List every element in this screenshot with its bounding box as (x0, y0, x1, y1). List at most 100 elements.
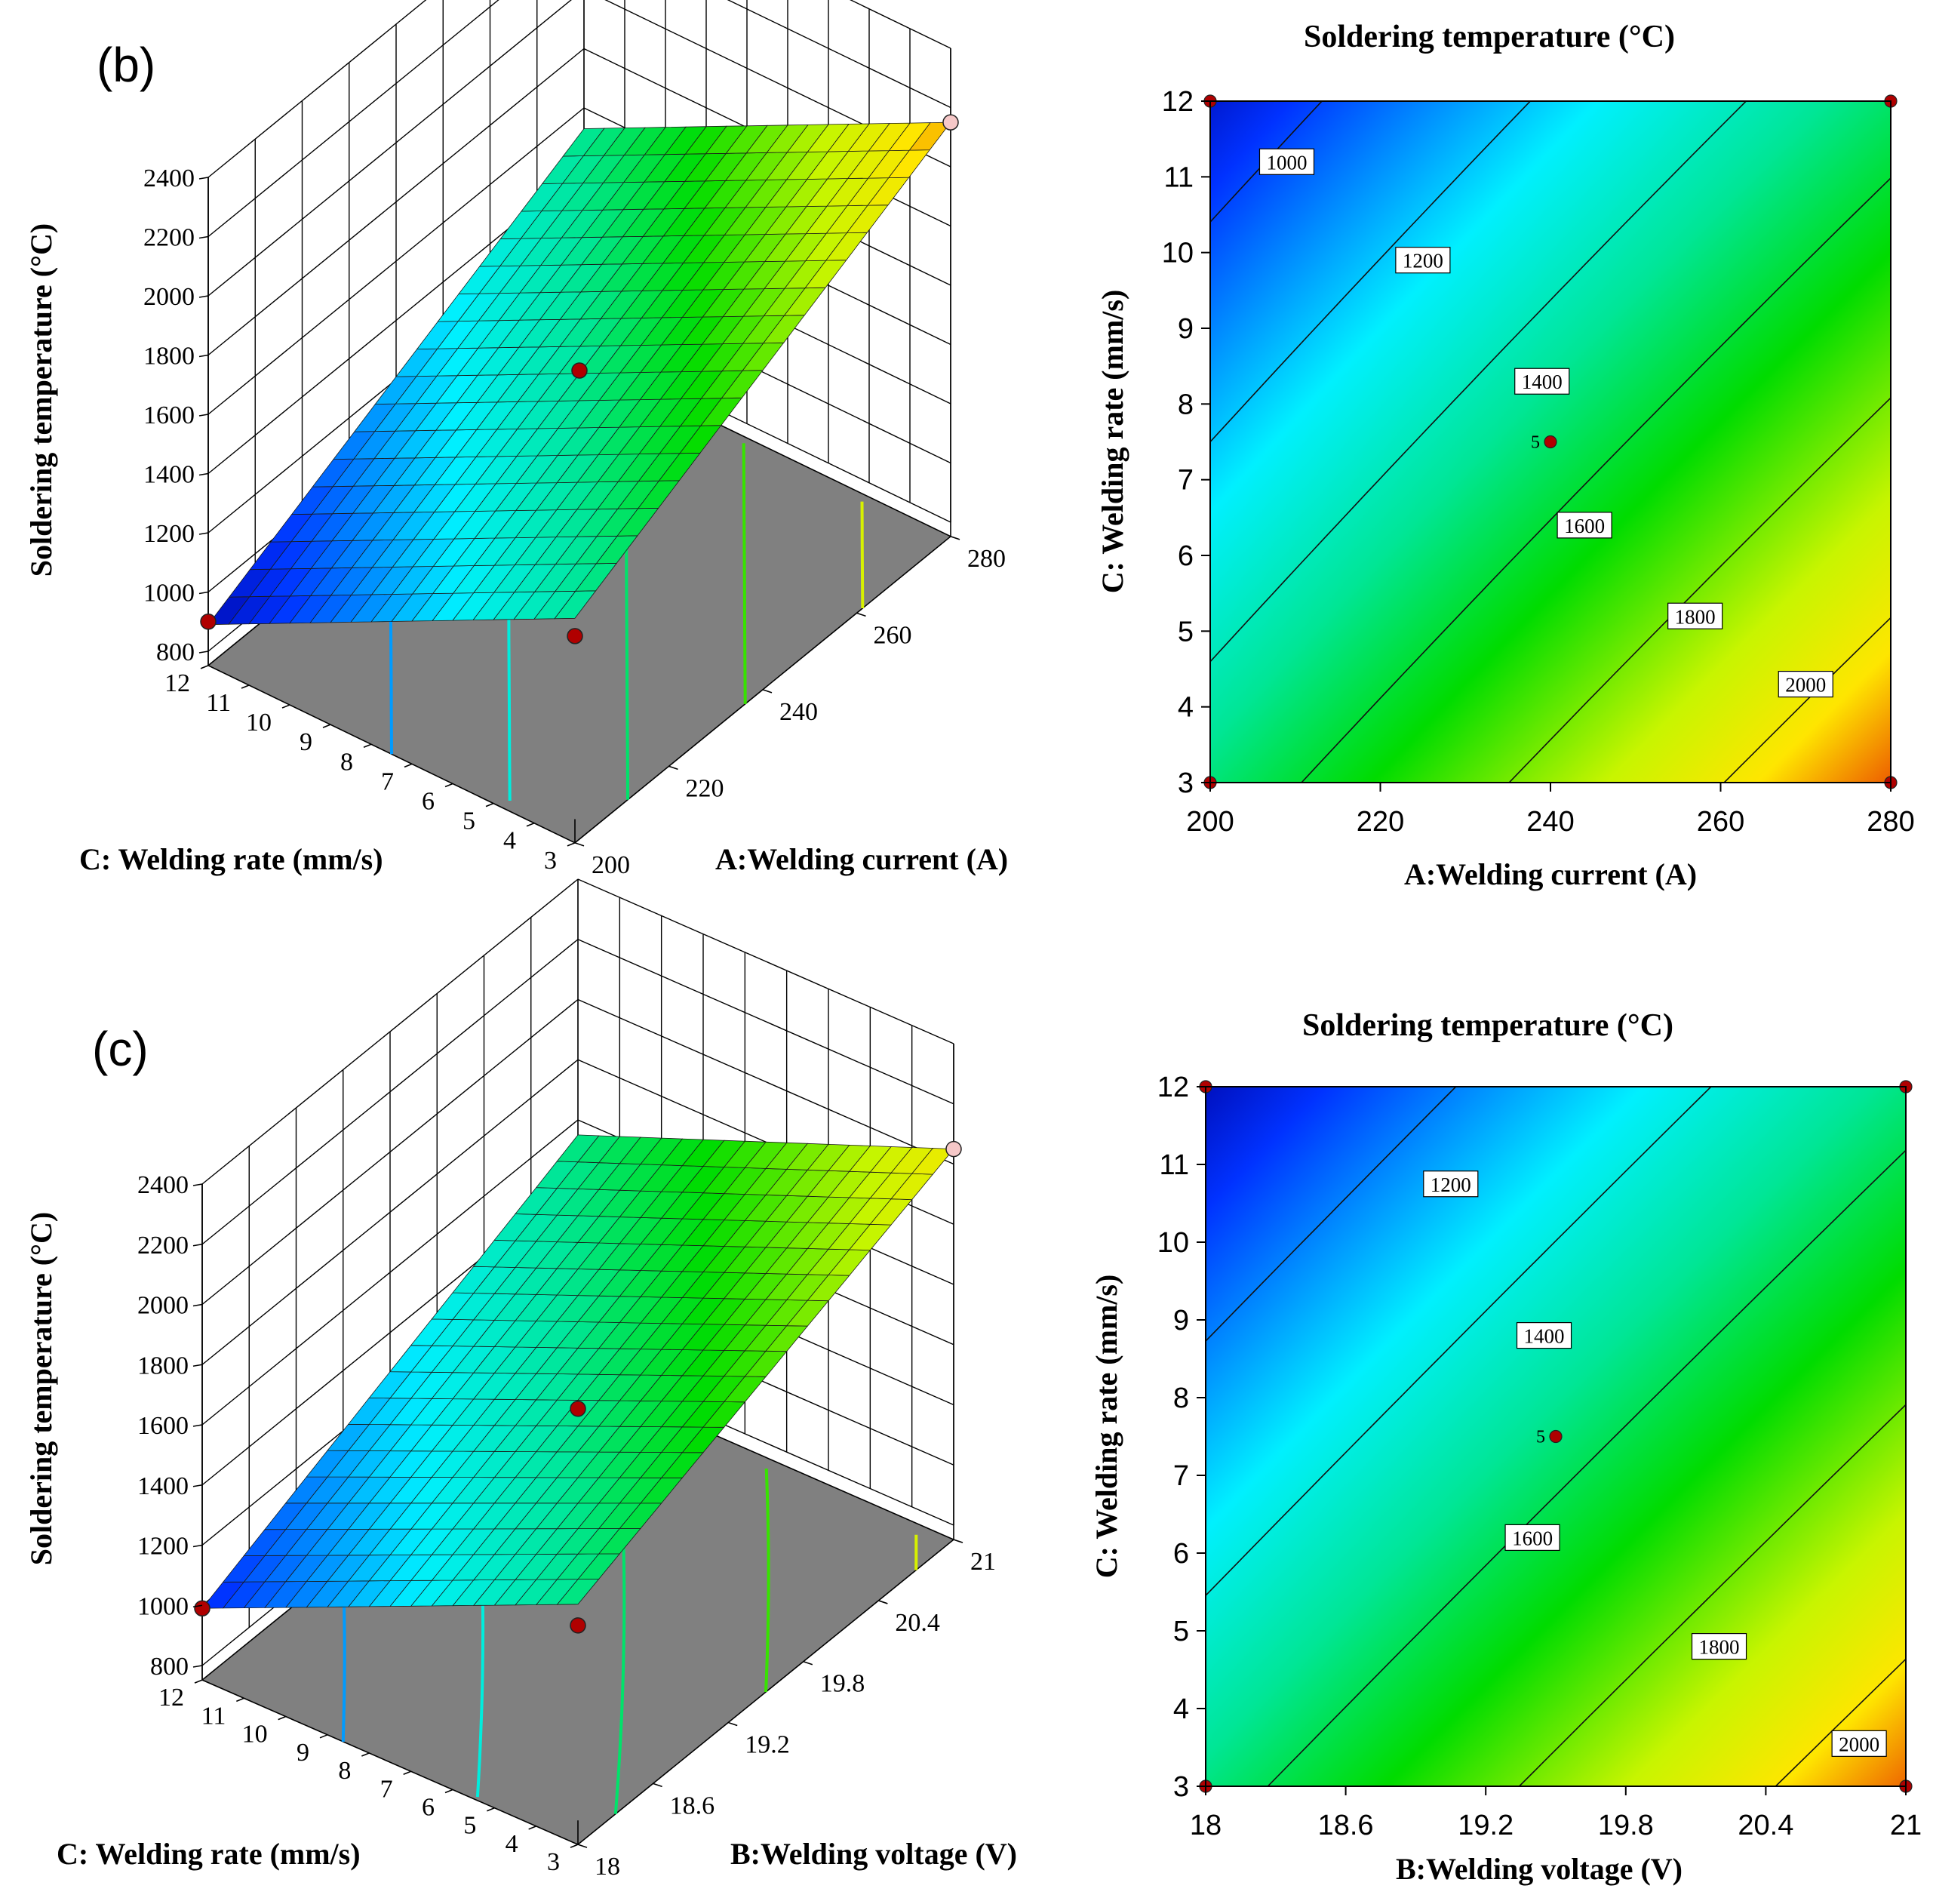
floor-contour-2000 (860, 501, 865, 609)
z-tick-mark (192, 1665, 203, 1668)
floor-contour-1800 (742, 443, 747, 704)
x-tick-label: 21 (970, 1548, 996, 1576)
contour-label-box (1514, 368, 1570, 395)
contour-line-1400 (1206, 1087, 1712, 1597)
panel-b-contour-y-label: C: Welding rate (mm/s) (1096, 290, 1129, 594)
contour-label-box (1258, 148, 1315, 175)
y-tick-label: 6 (422, 788, 435, 816)
panel-b-contour-x-label: A:Welding current (A) (1404, 857, 1697, 891)
y-tick-label: 3 (1173, 1771, 1189, 1803)
contour-label-box (1778, 670, 1833, 698)
y-tick-label: 4 (1173, 1693, 1189, 1725)
y-tick-label: 12 (1157, 1072, 1189, 1103)
x-tick-label: 260 (874, 621, 912, 649)
y-tick-mark (322, 724, 331, 728)
y-tick-label: 5 (1173, 1616, 1189, 1647)
y-tick-mark (236, 1697, 244, 1703)
design-point (942, 114, 959, 131)
contour-label: 1800 (1699, 1636, 1740, 1659)
panel-b-y-axis-label: C: Welding rate (mm/s) (79, 842, 383, 876)
x-tick-mark (762, 689, 773, 694)
z-tick-label: 1000 (137, 1592, 189, 1620)
z-tick-label: 1200 (143, 520, 195, 548)
y-tick-label: 8 (338, 1757, 351, 1785)
panel-b-contour-points: 5 (1203, 94, 1898, 789)
x-tick-label: 240 (779, 698, 818, 726)
y-tick-label: 6 (1178, 540, 1194, 572)
x-tick-mark (856, 612, 866, 617)
x-tick-mark (727, 1721, 738, 1727)
z-tick-mark (198, 354, 209, 358)
back-gridline (727, 0, 951, 109)
y-tick-label: 10 (242, 1721, 268, 1749)
x-tick-label: 18.6 (670, 1792, 715, 1819)
y-tick-label: 10 (1157, 1227, 1189, 1259)
x-tick-label: 20.4 (895, 1609, 940, 1637)
y-tick-label: 11 (1164, 161, 1194, 193)
z-tick-mark (198, 295, 209, 298)
x-tick-label: 200 (1186, 806, 1234, 838)
y-tick-label: 3 (1178, 767, 1194, 799)
x-tick-label: 19.2 (745, 1731, 789, 1759)
panel-b-contour-lines (1210, 101, 1891, 783)
z-tick-label: 1800 (143, 343, 195, 371)
design-point (567, 628, 583, 644)
center-design-point (1544, 435, 1557, 449)
x-tick-label: 220 (1357, 806, 1404, 838)
x-tick-mark (653, 1783, 662, 1788)
panel-b-contour-labels: 1000 1200 1400 1600 1800 2000 (1258, 148, 1833, 698)
back-gridline (577, 939, 954, 1105)
x-tick-label: 280 (1867, 806, 1914, 838)
panel-c-contour-title: Soldering temperature (°C) (1302, 1008, 1673, 1043)
x-tick-label: 240 (1526, 806, 1574, 838)
y-tick-mark (241, 684, 250, 689)
z-tick-mark (198, 591, 209, 595)
panel-c-x-axis-label: B:Welding voltage (V) (730, 1837, 1017, 1871)
contour-label-box (1667, 602, 1723, 629)
design-point (571, 362, 588, 379)
surface-patch (562, 128, 605, 157)
panel-b-x-ticks: 200 220 240 260 280 (574, 536, 1006, 879)
panel-c-contour-chart: Soldering temperature (°C) 1200140016001… (1089, 1008, 1922, 1886)
back-gridline (577, 998, 954, 1165)
contour-label-box (1504, 1524, 1560, 1552)
z-tick-label: 2000 (143, 283, 195, 311)
x-tick-mark (803, 1660, 813, 1666)
z-tick-mark (198, 651, 209, 654)
panel-b-design-points (200, 114, 959, 644)
y-tick-label: 5 (463, 1812, 476, 1840)
z-tick-label: 1800 (137, 1352, 189, 1380)
contour-line-1800 (1508, 397, 1891, 783)
y-tick-mark (363, 743, 372, 749)
y-tick-label: 5 (463, 807, 475, 835)
panel-b-contour-x-ticks: 200 220 240 260 280 (1186, 783, 1915, 838)
z-tick-label: 2200 (143, 224, 195, 252)
contour-label: 1200 (1431, 1173, 1471, 1196)
panel-c-design-points (194, 1140, 962, 1634)
y-tick-mark (444, 1789, 453, 1794)
contour-label: 1200 (1403, 250, 1443, 272)
y-tick-mark (404, 763, 413, 768)
y-tick-label: 4 (503, 827, 516, 855)
y-tick-label: 6 (1173, 1538, 1189, 1570)
center-point-label: 5 (1531, 433, 1540, 453)
panel-b-surface (207, 121, 951, 626)
x-tick-label: 20.4 (1738, 1810, 1793, 1841)
panel-b-z-axis-label: Soldering temperature (°C) (24, 223, 58, 577)
z-tick-mark (192, 1183, 203, 1186)
y-tick-mark (194, 1679, 203, 1684)
center-design-point (1549, 1429, 1563, 1444)
contour-label: 1800 (1675, 605, 1716, 628)
z-tick-mark (198, 235, 209, 239)
panel-c-contour-x-ticks: 18 18.6 19.2 19.8 20.4 21 (1190, 1786, 1922, 1841)
y-tick-label: 12 (164, 669, 190, 697)
panel-c-x-ticks: 18 18.6 19.2 19.8 20.4 21 (577, 1539, 996, 1881)
y-tick-mark (570, 1844, 579, 1848)
contour-label-box (1557, 512, 1612, 539)
panel-c-contour-y-label: C: Welding rate (mm/s) (1089, 1275, 1123, 1579)
contour-line-1600 (1267, 1149, 1906, 1786)
y-tick-label: 7 (381, 767, 394, 795)
contour-line-1600 (1300, 177, 1891, 783)
x-tick-mark (878, 1600, 888, 1604)
z-tick-mark (192, 1303, 203, 1307)
